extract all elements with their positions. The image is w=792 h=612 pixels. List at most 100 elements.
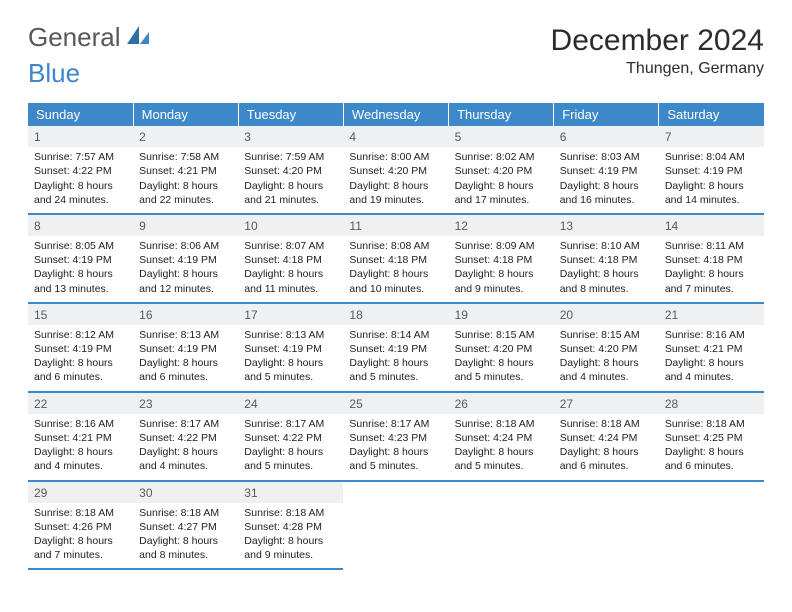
day-sunset: Sunset: 4:19 PM xyxy=(139,253,232,267)
day-sunset: Sunset: 4:18 PM xyxy=(455,253,548,267)
day-day1: Daylight: 8 hours xyxy=(34,356,127,370)
day-sunset: Sunset: 4:20 PM xyxy=(455,342,548,356)
calendar-cell: 24Sunrise: 8:17 AMSunset: 4:22 PMDayligh… xyxy=(238,392,343,481)
day-day2: and 9 minutes. xyxy=(455,282,548,296)
day-sunset: Sunset: 4:20 PM xyxy=(244,164,337,178)
day-sunset: Sunset: 4:20 PM xyxy=(560,342,653,356)
day-sunset: Sunset: 4:18 PM xyxy=(349,253,442,267)
calendar-cell: 19Sunrise: 8:15 AMSunset: 4:20 PMDayligh… xyxy=(449,303,554,392)
day-box: 1Sunrise: 7:57 AMSunset: 4:22 PMDaylight… xyxy=(28,126,133,213)
calendar-cell: 30Sunrise: 8:18 AMSunset: 4:27 PMDayligh… xyxy=(133,481,238,570)
day-number: 16 xyxy=(139,308,152,322)
day-box: 26Sunrise: 8:18 AMSunset: 4:24 PMDayligh… xyxy=(449,393,554,480)
brand-sail-icon xyxy=(121,24,153,50)
calendar-cell: 12Sunrise: 8:09 AMSunset: 4:18 PMDayligh… xyxy=(449,214,554,303)
calendar-cell: 18Sunrise: 8:14 AMSunset: 4:19 PMDayligh… xyxy=(343,303,448,392)
day-sunrise: Sunrise: 8:18 AM xyxy=(139,506,232,520)
calendar-cell: 22Sunrise: 8:16 AMSunset: 4:21 PMDayligh… xyxy=(28,392,133,481)
day-day1: Daylight: 8 hours xyxy=(560,267,653,281)
day-number-bar: 24 xyxy=(238,393,343,414)
weekday-header: Saturday xyxy=(659,103,764,126)
day-box: 5Sunrise: 8:02 AMSunset: 4:20 PMDaylight… xyxy=(449,126,554,213)
day-day2: and 13 minutes. xyxy=(34,282,127,296)
day-day1: Daylight: 8 hours xyxy=(349,445,442,459)
day-day2: and 5 minutes. xyxy=(455,370,548,384)
day-number: 22 xyxy=(34,397,47,411)
day-number: 25 xyxy=(349,397,362,411)
day-sunset: Sunset: 4:18 PM xyxy=(560,253,653,267)
day-sunrise: Sunrise: 8:07 AM xyxy=(244,239,337,253)
day-sunrise: Sunrise: 8:06 AM xyxy=(139,239,232,253)
day-number: 1 xyxy=(34,130,41,144)
day-number: 3 xyxy=(244,130,251,144)
day-number: 11 xyxy=(349,219,361,233)
day-number: 29 xyxy=(34,486,47,500)
day-sunrise: Sunrise: 8:15 AM xyxy=(560,328,653,342)
day-sunrise: Sunrise: 8:12 AM xyxy=(34,328,127,342)
day-sunset: Sunset: 4:19 PM xyxy=(665,164,758,178)
day-box: 3Sunrise: 7:59 AMSunset: 4:20 PMDaylight… xyxy=(238,126,343,213)
day-day1: Daylight: 8 hours xyxy=(244,445,337,459)
day-box: 6Sunrise: 8:03 AMSunset: 4:19 PMDaylight… xyxy=(554,126,659,213)
day-number: 12 xyxy=(455,219,468,233)
day-number: 18 xyxy=(349,308,362,322)
calendar-cell: 17Sunrise: 8:13 AMSunset: 4:19 PMDayligh… xyxy=(238,303,343,392)
weekday-header: Monday xyxy=(133,103,238,126)
calendar-cell: 20Sunrise: 8:15 AMSunset: 4:20 PMDayligh… xyxy=(554,303,659,392)
day-sunrise: Sunrise: 8:00 AM xyxy=(349,150,442,164)
day-day1: Daylight: 8 hours xyxy=(34,267,127,281)
day-day1: Daylight: 8 hours xyxy=(455,356,548,370)
day-box: 16Sunrise: 8:13 AMSunset: 4:19 PMDayligh… xyxy=(133,304,238,391)
calendar-cell: 1Sunrise: 7:57 AMSunset: 4:22 PMDaylight… xyxy=(28,126,133,214)
day-number: 5 xyxy=(455,130,462,144)
day-day2: and 4 minutes. xyxy=(34,459,127,473)
day-box: 30Sunrise: 8:18 AMSunset: 4:27 PMDayligh… xyxy=(133,482,238,569)
day-number-bar: 14 xyxy=(659,215,764,236)
brand-logo: General xyxy=(28,24,153,50)
day-day2: and 5 minutes. xyxy=(349,459,442,473)
day-number-bar: 1 xyxy=(28,126,133,147)
day-sunset: Sunset: 4:19 PM xyxy=(244,342,337,356)
day-number: 26 xyxy=(455,397,468,411)
day-number-bar: 10 xyxy=(238,215,343,236)
day-number: 24 xyxy=(244,397,257,411)
day-sunset: Sunset: 4:22 PM xyxy=(244,431,337,445)
day-day2: and 4 minutes. xyxy=(665,370,758,384)
day-box: 2Sunrise: 7:58 AMSunset: 4:21 PMDaylight… xyxy=(133,126,238,213)
calendar-table: Sunday Monday Tuesday Wednesday Thursday… xyxy=(28,103,764,570)
day-day2: and 4 minutes. xyxy=(560,370,653,384)
day-sunrise: Sunrise: 8:03 AM xyxy=(560,150,653,164)
day-box: 12Sunrise: 8:09 AMSunset: 4:18 PMDayligh… xyxy=(449,215,554,302)
day-number-bar: 18 xyxy=(343,304,448,325)
calendar-cell: 6Sunrise: 8:03 AMSunset: 4:19 PMDaylight… xyxy=(554,126,659,214)
day-number: 17 xyxy=(244,308,257,322)
day-box: 24Sunrise: 8:17 AMSunset: 4:22 PMDayligh… xyxy=(238,393,343,480)
day-number-bar: 8 xyxy=(28,215,133,236)
weekday-header: Thursday xyxy=(449,103,554,126)
day-number: 4 xyxy=(349,130,356,144)
day-box: 9Sunrise: 8:06 AMSunset: 4:19 PMDaylight… xyxy=(133,215,238,302)
calendar-cell: 14Sunrise: 8:11 AMSunset: 4:18 PMDayligh… xyxy=(659,214,764,303)
day-sunset: Sunset: 4:19 PM xyxy=(34,253,127,267)
day-sunset: Sunset: 4:26 PM xyxy=(34,520,127,534)
calendar-cell xyxy=(343,481,448,570)
day-number: 8 xyxy=(34,219,41,233)
day-box: 10Sunrise: 8:07 AMSunset: 4:18 PMDayligh… xyxy=(238,215,343,302)
day-day2: and 7 minutes. xyxy=(34,548,127,562)
day-day2: and 17 minutes. xyxy=(455,193,548,207)
day-sunset: Sunset: 4:19 PM xyxy=(139,342,232,356)
day-number-bar: 5 xyxy=(449,126,554,147)
calendar-cell: 9Sunrise: 8:06 AMSunset: 4:19 PMDaylight… xyxy=(133,214,238,303)
day-number: 30 xyxy=(139,486,152,500)
day-sunset: Sunset: 4:19 PM xyxy=(349,342,442,356)
day-day2: and 5 minutes. xyxy=(349,370,442,384)
calendar-cell: 10Sunrise: 8:07 AMSunset: 4:18 PMDayligh… xyxy=(238,214,343,303)
calendar-week-row: 1Sunrise: 7:57 AMSunset: 4:22 PMDaylight… xyxy=(28,126,764,214)
day-sunset: Sunset: 4:18 PM xyxy=(244,253,337,267)
day-box: 29Sunrise: 8:18 AMSunset: 4:26 PMDayligh… xyxy=(28,482,133,569)
weekday-header: Friday xyxy=(554,103,659,126)
calendar-cell: 31Sunrise: 8:18 AMSunset: 4:28 PMDayligh… xyxy=(238,481,343,570)
day-sunrise: Sunrise: 8:17 AM xyxy=(349,417,442,431)
calendar-cell: 23Sunrise: 8:17 AMSunset: 4:22 PMDayligh… xyxy=(133,392,238,481)
day-number: 9 xyxy=(139,219,146,233)
